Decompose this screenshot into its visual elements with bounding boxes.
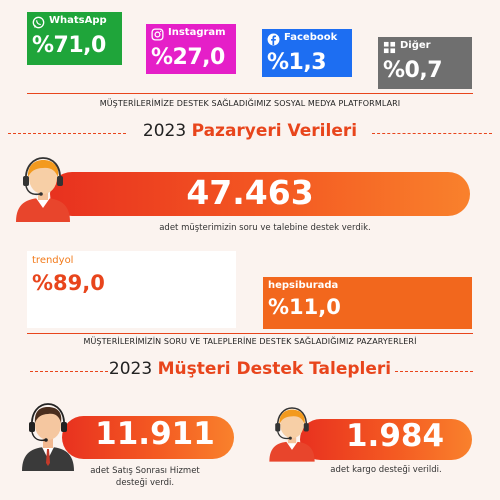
- title-dash-right: [372, 133, 492, 134]
- instagram-label: Instagram: [168, 27, 226, 38]
- cargo-note: adet kargo desteği verildi.: [330, 465, 442, 475]
- trendyol-logo: trendyol: [32, 255, 74, 266]
- other-platform-card: Diğer %0,7: [378, 37, 472, 89]
- cargo-pill: [300, 419, 472, 460]
- instagram-value: %27,0: [151, 45, 225, 70]
- title-dash-left: [8, 133, 126, 134]
- instagram-icon: [151, 28, 164, 41]
- other-platform-icon: [383, 41, 396, 54]
- marketplace-section-title: 2023 Pazaryeri Verileri: [130, 121, 370, 141]
- trendyol-value: %89,0: [32, 271, 105, 295]
- hepsiburada-value: %11,0: [268, 295, 341, 319]
- after-sales-note-line2: desteği verdi.: [115, 478, 175, 488]
- marketplace-divider: [27, 333, 473, 334]
- facebook-value: %1,3: [267, 50, 327, 75]
- cargo-count: 1.984: [345, 418, 445, 454]
- other-platform-value: %0,7: [383, 58, 443, 83]
- after-sales-pill: [62, 416, 234, 459]
- other-platform-label: Diğer: [400, 40, 431, 51]
- after-sales-note-line1: adet Satış Sonrası Hizmet: [90, 466, 200, 476]
- hepsiburada-card: hepsiburada %11,0: [263, 277, 472, 329]
- support-title-dash-right: [395, 371, 473, 372]
- customers-note: adet müşterimizin soru ve talebine deste…: [159, 223, 371, 233]
- customers-pill: [50, 172, 470, 216]
- support-agent-icon: [16, 157, 70, 222]
- customers-count: 47.463: [186, 173, 314, 212]
- facebook-icon: [267, 33, 280, 46]
- support-title-text: Müşteri Destek Talepleri: [157, 359, 392, 379]
- facebook-card: Facebook %1,3: [262, 29, 352, 77]
- social-caption: MÜŞTERİLERİMİZE DESTEK SAĞLADIĞIMIZ SOSY…: [99, 99, 401, 108]
- hepsiburada-logo: hepsiburada: [268, 280, 339, 291]
- marketplace-title-text: Pazaryeri Verileri: [191, 121, 358, 141]
- whatsapp-value: %71,0: [32, 33, 106, 58]
- marketplace-caption: MÜŞTERİLERİMİZİN SORU VE TALEPLERİNE DES…: [83, 337, 417, 346]
- instagram-card: Instagram %27,0: [146, 24, 236, 74]
- support-section-title: 2023 Müşteri Destek Talepleri: [108, 359, 392, 379]
- after-sales-count: 11.911: [95, 416, 215, 452]
- support-year: 2023: [108, 359, 153, 379]
- whatsapp-icon: [32, 16, 45, 29]
- social-divider: [27, 93, 473, 94]
- after-sales-note: adet Satış Sonrası Hizmet desteği verdi.: [60, 465, 230, 489]
- facebook-label: Facebook: [284, 32, 338, 43]
- marketplace-year: 2023: [142, 121, 187, 141]
- support-agent-icon: [22, 403, 74, 471]
- whatsapp-label: WhatsApp: [49, 15, 107, 26]
- support-agent-icon: [269, 407, 315, 462]
- trendyol-card: trendyol %89,0: [27, 251, 236, 328]
- support-title-dash-left: [30, 371, 108, 372]
- whatsapp-card: WhatsApp %71,0: [27, 12, 122, 65]
